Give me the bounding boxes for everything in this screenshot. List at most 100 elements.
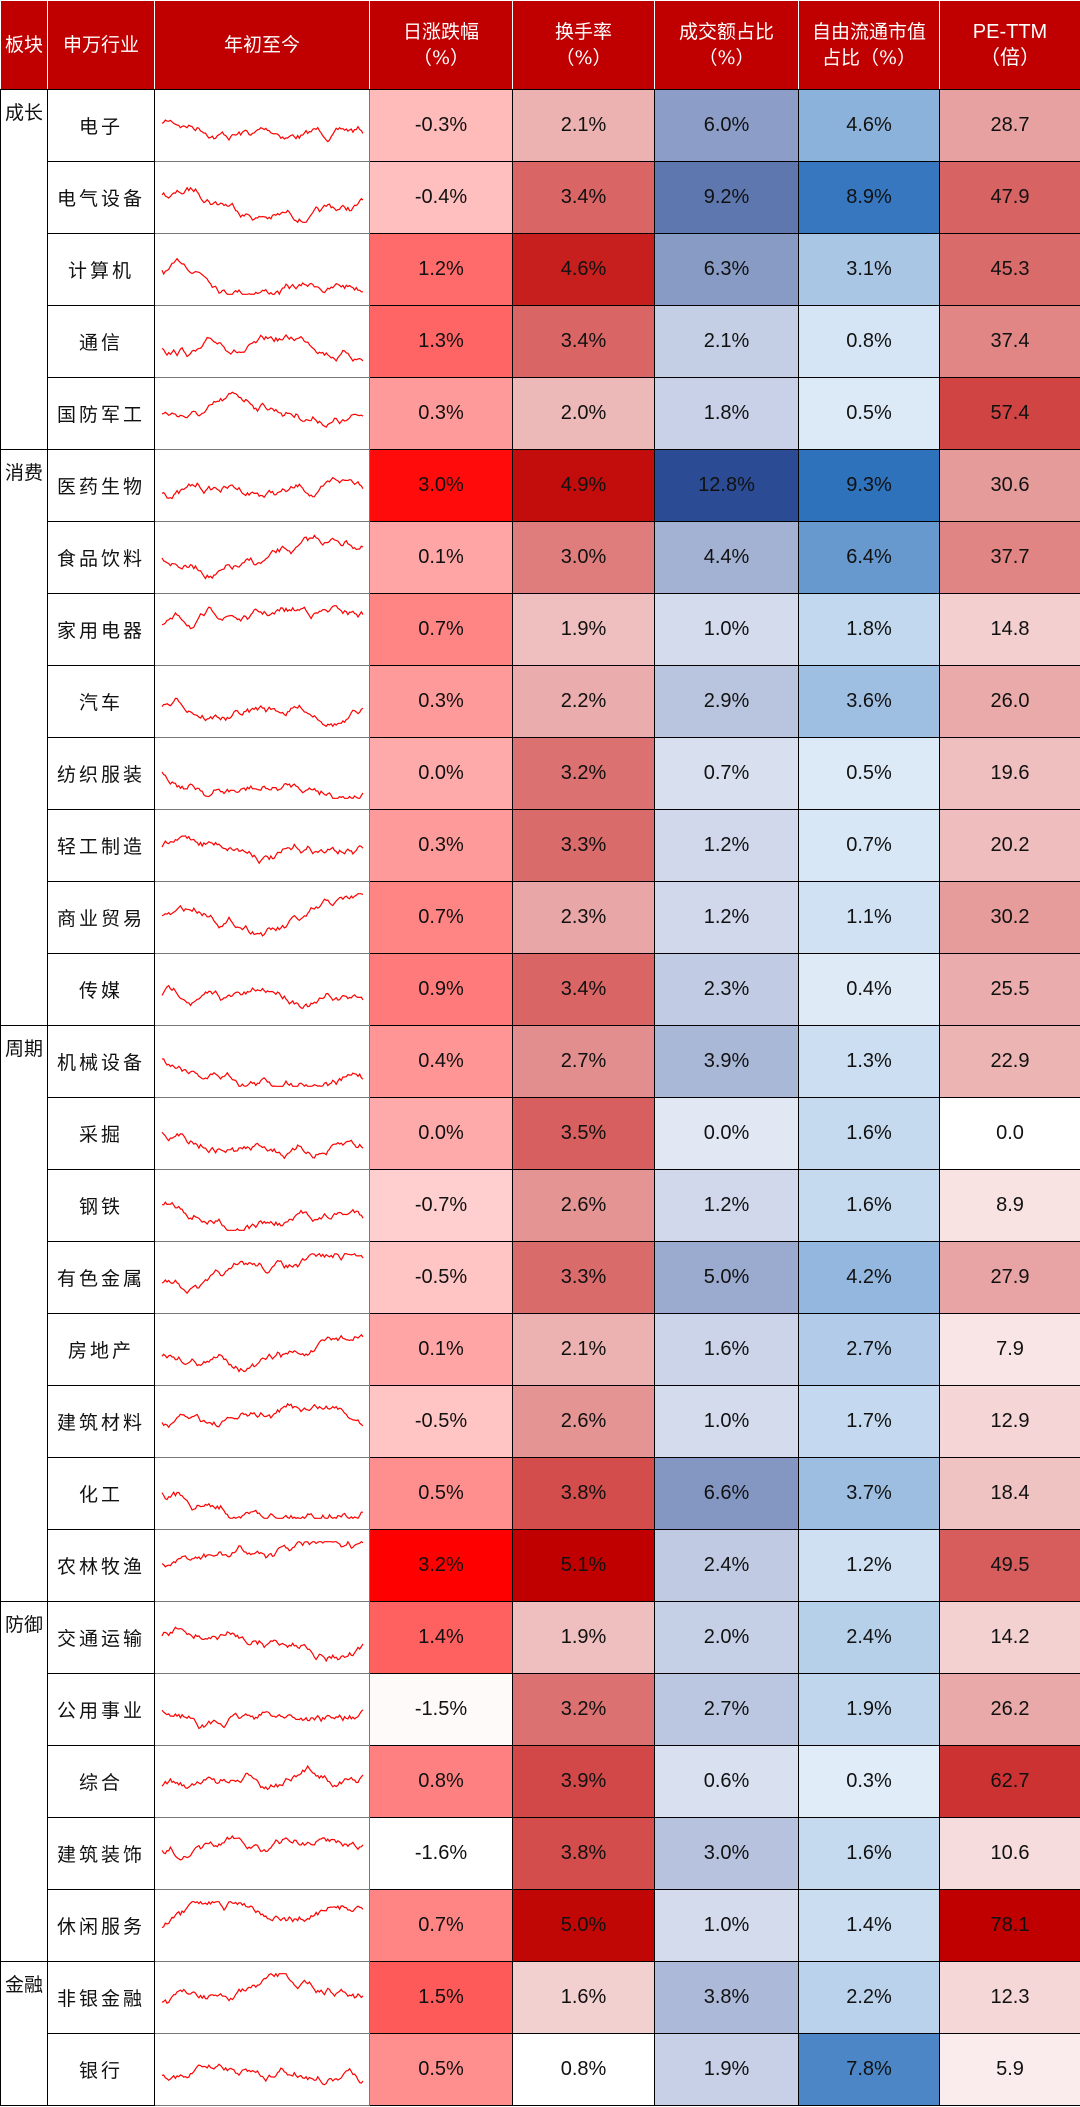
value-cell: -0.5%: [369, 1385, 513, 1458]
value-cell: 0.5%: [798, 737, 940, 810]
sparkline-path: [161, 892, 363, 937]
table-row: 防御 交通运输 1.4% 1.9% 2.0% 2.4% 14.2: [0, 1601, 1080, 1962]
value-cell: 0.0: [939, 1097, 1080, 1170]
sparkline-cell: [154, 1961, 370, 2034]
table-row: 公用事业 -1.5% 3.2% 2.7% 1.9% 26.2: [1, 1673, 1080, 1746]
value-cell: 2.2%: [798, 1961, 940, 2034]
value-cell: 6.3%: [654, 233, 799, 306]
table-row: 食品饮料 0.1% 3.0% 4.4% 6.4% 37.7: [1, 521, 1080, 594]
sparkline: [161, 333, 363, 362]
sparkline: [161, 390, 363, 428]
value-cell: 2.3%: [512, 881, 655, 954]
sparkline: [161, 476, 364, 499]
value-cell: 3.9%: [512, 1745, 655, 1818]
value-cell: 28.7: [939, 89, 1080, 162]
value-cell: 2.4%: [798, 1601, 940, 1674]
sparkline-cell: [154, 1241, 370, 1314]
sparkline-path: [160, 1490, 363, 1519]
sparkline-path: [161, 1972, 363, 2004]
table-row: 钢铁 -0.7% 2.6% 1.2% 1.6% 8.9: [1, 1169, 1080, 1242]
industry-name: 非银金融: [47, 1961, 155, 2034]
header-text: 占比（%）: [821, 47, 917, 69]
sparkline-cell: [154, 233, 370, 306]
value-cell: 0.8%: [798, 305, 940, 378]
industry-name: 交通运输: [47, 1601, 155, 1674]
sparkline-cell: [154, 305, 370, 378]
industry-name: 医药生物: [47, 449, 155, 522]
value-cell: 2.3%: [654, 953, 799, 1026]
sparkline: [161, 1764, 363, 1790]
value-cell: 3.8%: [654, 1961, 799, 2034]
industry-name: 商业贸易: [47, 881, 155, 954]
sparkline: [160, 1402, 363, 1428]
sparkline-path: [161, 333, 363, 362]
industry-name: 休闲服务: [47, 1889, 155, 1962]
header-cell: 板块: [0, 0, 48, 90]
sparkline: [161, 697, 363, 727]
sparkline-cell: [154, 1097, 370, 1170]
sparkline-path: [161, 1057, 363, 1087]
sparkline-path: [161, 476, 364, 499]
value-cell: 2.1%: [512, 1313, 655, 1386]
value-cell: 2.6%: [512, 1169, 655, 1242]
value-cell: 7.9: [939, 1313, 1080, 1386]
header-text: 成交额占比: [678, 21, 774, 43]
industry-name: 电气设备: [47, 161, 155, 234]
industry-name: 综合: [47, 1745, 155, 1818]
value-cell: 1.6%: [512, 1961, 655, 2034]
value-cell: 78.1: [939, 1889, 1080, 1962]
value-cell: 0.5%: [369, 2033, 513, 2106]
value-cell: 0.7%: [798, 809, 940, 882]
value-cell: 1.6%: [654, 1313, 799, 1386]
value-cell: 12.9: [939, 1385, 1080, 1458]
value-cell: 62.7: [939, 1745, 1080, 1818]
value-cell: 0.8%: [369, 1745, 513, 1818]
value-cell: 8.9%: [798, 161, 940, 234]
value-cell: -0.5%: [369, 1241, 513, 1314]
value-cell: 25.5: [939, 953, 1080, 1026]
sparkline: [160, 771, 364, 799]
header-cell: 年初至今: [154, 0, 370, 90]
value-cell: 3.8%: [512, 1817, 655, 1890]
value-cell: 0.3%: [798, 1745, 940, 1818]
sparkline-path: [161, 1834, 363, 1861]
value-cell: 1.0%: [654, 1889, 799, 1962]
value-cell: 1.2%: [654, 1169, 799, 1242]
sparkline-cell: [154, 1169, 370, 1242]
value-cell: 26.0: [939, 665, 1080, 738]
value-cell: 12.8%: [654, 449, 799, 522]
sparkline: [161, 1200, 364, 1231]
industry-name: 家用电器: [47, 593, 155, 666]
value-cell: 37.7: [939, 521, 1080, 594]
value-cell: 5.0%: [512, 1889, 655, 1962]
sparkline: [161, 892, 363, 937]
value-cell: 6.6%: [654, 1457, 799, 1530]
sparkline: [161, 604, 364, 629]
value-cell: 9.2%: [654, 161, 799, 234]
table-row: 成长 电子 -0.3% 2.1% 6.0% 4.6% 28.7: [0, 89, 1080, 450]
sparkline: [161, 1252, 364, 1294]
header-text: （%）: [698, 47, 755, 69]
header-text: 自由流通市值: [811, 21, 926, 43]
table-row: 电气设备 -0.4% 3.4% 9.2% 8.9% 47.9: [1, 161, 1080, 234]
value-cell: 20.2: [939, 809, 1080, 882]
value-cell: 3.2%: [369, 1529, 513, 1602]
sparkline: [161, 186, 363, 223]
value-cell: 8.9: [939, 1169, 1080, 1242]
value-cell: 0.0%: [369, 737, 513, 810]
header-text: （倍）: [980, 47, 1040, 69]
value-cell: 19.6: [939, 737, 1080, 810]
value-cell: 5.9: [939, 2033, 1080, 2106]
sparkline-path: [161, 1900, 363, 1928]
value-cell: 1.3%: [798, 1025, 940, 1098]
table-row: 家用电器 0.7% 1.9% 1.0% 1.8% 14.8: [1, 593, 1080, 666]
sector-cell: 消费: [0, 449, 48, 1026]
value-cell: 37.4: [939, 305, 1080, 378]
value-cell: 30.2: [939, 881, 1080, 954]
value-cell: 2.1%: [512, 89, 655, 162]
value-cell: 4.6%: [798, 89, 940, 162]
value-cell: 5.0%: [654, 1241, 799, 1314]
value-cell: 22.9: [939, 1025, 1080, 1098]
value-cell: 2.6%: [512, 1385, 655, 1458]
